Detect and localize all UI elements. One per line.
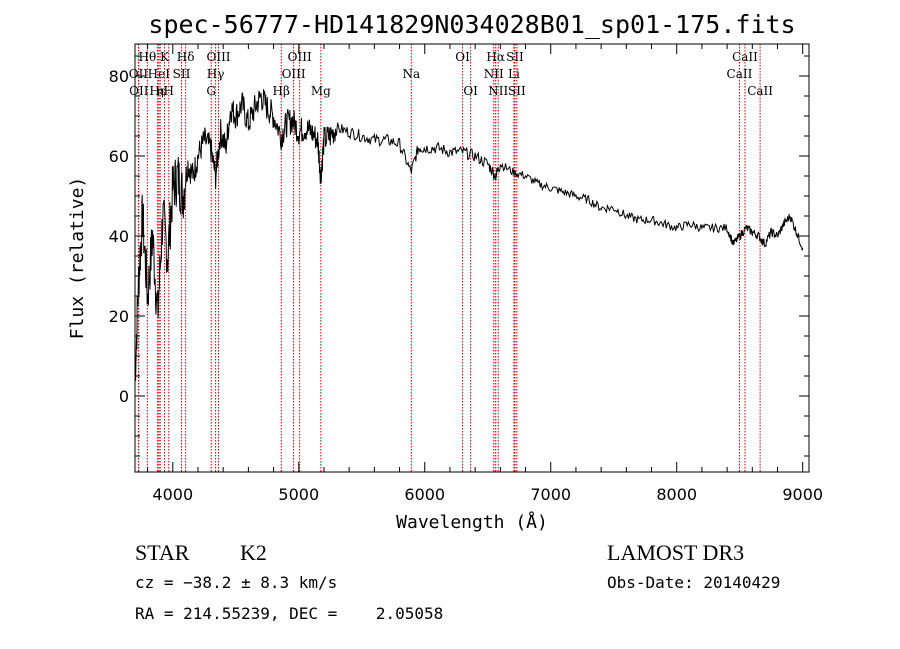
line-marker-label: OI <box>455 50 470 64</box>
line-marker-label: H <box>164 84 174 98</box>
y-tick-label: 80 <box>109 67 129 86</box>
line-marker-label: Hθ <box>138 50 156 64</box>
x-tick-label: 5000 <box>278 485 319 504</box>
line-marker-label: NII <box>488 84 508 98</box>
line-marker-label: Mg <box>311 84 331 98</box>
line-marker-layer: HθOIIOIIHεHeIKηSIIHHδOIIIHγGHβOIIIOIIIMg… <box>129 44 773 472</box>
y-tick-label: 40 <box>109 227 129 246</box>
line-marker-label: OIII <box>206 50 230 64</box>
line-marker-label: Hγ <box>207 67 225 81</box>
redshift-cz: cz = −38.2 ± 8.3 km/s <box>135 573 337 592</box>
chart-title: spec-56777-HD141829N034028B01_sp01-175.f… <box>148 10 795 39</box>
plot-frame <box>134 43 810 473</box>
line-marker-label: Hδ <box>177 50 195 64</box>
x-tick-label: 4000 <box>152 485 193 504</box>
y-tick-label: 0 <box>119 387 129 406</box>
line-marker-label: CaII <box>747 84 773 98</box>
x-axis-label: Wavelength (Å) <box>396 511 548 533</box>
line-marker-label: CaII <box>727 67 753 81</box>
observation-date: Obs-Date: 20140429 <box>607 573 780 592</box>
x-tick-label: 9000 <box>782 485 823 504</box>
line-marker-label: OIII <box>288 50 312 64</box>
line-marker-label: SII <box>508 84 526 98</box>
y-tick-label: 60 <box>109 147 129 166</box>
object-subclass: K2 <box>240 540 267 565</box>
line-marker-label: η <box>157 84 164 98</box>
line-marker-label: G <box>206 84 216 98</box>
line-marker-label: OI <box>463 84 478 98</box>
spectrum-line <box>134 89 804 381</box>
line-marker-label: Na <box>402 67 420 81</box>
line-marker-label: K <box>160 50 170 64</box>
y-tick-label: 20 <box>109 307 129 326</box>
line-marker-label: NII <box>484 67 504 81</box>
line-marker-label: SII <box>506 50 524 64</box>
x-tick-label: 6000 <box>404 485 445 504</box>
survey-name: LAMOST DR3 <box>607 540 744 565</box>
line-marker-label: Hα <box>486 50 505 64</box>
line-marker-label: OIII <box>282 67 306 81</box>
y-axis-label: Flux (relative) <box>67 177 88 340</box>
tick-layer: 4000 5000 6000 7000 8000 9000 0 20 40 60 80 <box>109 44 823 504</box>
ra-dec-coordinates: RA = 214.55239, DEC = 2.05058 <box>135 604 443 623</box>
line-marker-label: SII <box>173 67 191 81</box>
object-class: STAR <box>135 540 190 565</box>
line-marker-label: CaII <box>732 50 758 64</box>
line-marker-label: Hε <box>149 84 166 98</box>
x-tick-label: 7000 <box>530 485 571 504</box>
line-marker-label: OII <box>129 84 149 98</box>
x-tick-label: 8000 <box>656 485 697 504</box>
line-marker-label: Hβ <box>273 84 290 98</box>
line-marker-label: HeI <box>148 67 171 81</box>
line-marker-label: Li <box>508 67 520 81</box>
